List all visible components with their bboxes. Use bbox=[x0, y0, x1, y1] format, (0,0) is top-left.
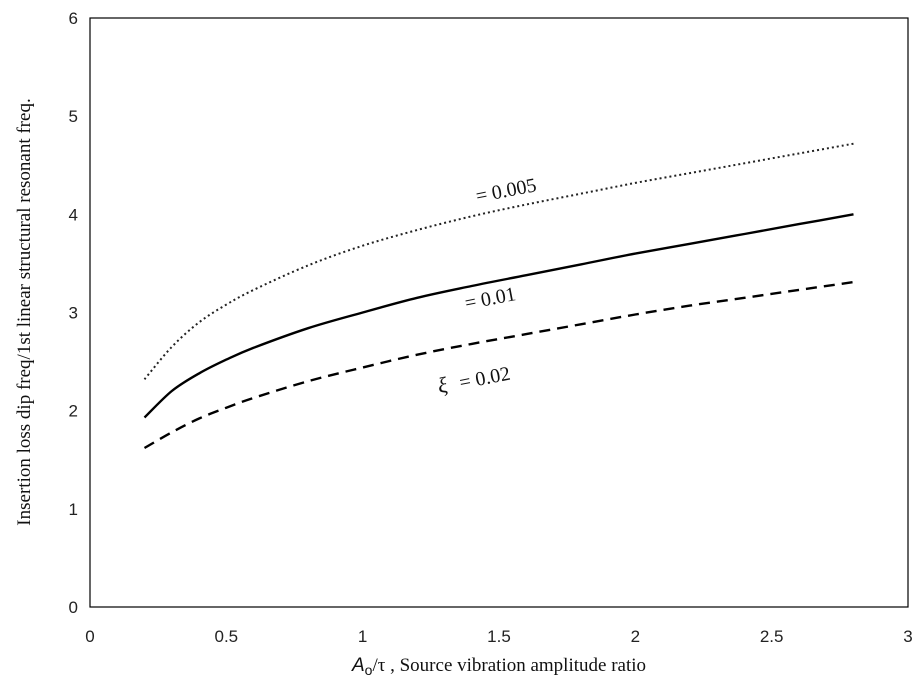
x-axis-title-symbol: A bbox=[351, 655, 365, 676]
y-tick-label: 0 bbox=[69, 598, 78, 617]
x-tick-labels: 0 0.5 1 1.5 2 2.5 3 bbox=[85, 627, 912, 646]
x-tick-label: 0.5 bbox=[215, 627, 239, 646]
x-axis-title-subscript: o bbox=[365, 662, 373, 678]
x-tick-label: 2.5 bbox=[760, 627, 784, 646]
x-axis-title-rest: /τ , Source vibration amplitude ratio bbox=[372, 655, 646, 676]
series-layer bbox=[143, 142, 854, 450]
y-axis-title: Insertion loss dip freq/1st linear struc… bbox=[14, 98, 35, 525]
y-tick-label: 4 bbox=[69, 205, 78, 224]
y-tick-label: 1 bbox=[69, 500, 78, 519]
plot-area bbox=[89, 17, 909, 608]
y-tick-label: 5 bbox=[69, 107, 78, 126]
x-tick-label: 2 bbox=[631, 627, 640, 646]
y-tick-label: 3 bbox=[69, 304, 78, 323]
x-tick-label: 1.5 bbox=[487, 627, 511, 646]
y-tick-labels: 0 1 2 3 4 5 6 bbox=[69, 9, 78, 617]
y-tick-label: 6 bbox=[69, 9, 78, 28]
series-line-dotted bbox=[143, 142, 854, 380]
series-line-dashed bbox=[143, 280, 854, 450]
series-line-solid bbox=[143, 213, 854, 419]
x-axis-title: Ao/τ , Source vibration amplitude ratio bbox=[351, 655, 646, 678]
x-tick-label: 1 bbox=[358, 627, 367, 646]
x-tick-label: 3 bbox=[903, 627, 912, 646]
y-tick-label: 2 bbox=[69, 402, 78, 421]
x-tick-label: 0 bbox=[85, 627, 94, 646]
